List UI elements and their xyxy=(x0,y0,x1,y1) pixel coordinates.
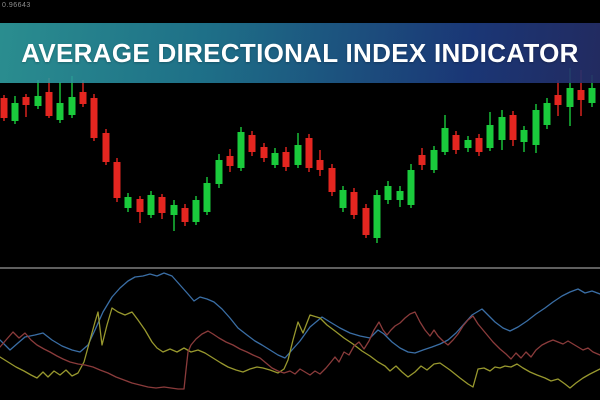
title-banner: AVERAGE DIRECTIONAL INDEX INDICATOR xyxy=(0,23,600,83)
top-info-text: 0.96643 xyxy=(2,2,31,9)
candlestick-layer xyxy=(0,68,596,243)
adx-indicator-layer xyxy=(0,272,600,390)
banner-title: AVERAGE DIRECTIONAL INDEX INDICATOR xyxy=(21,37,579,68)
